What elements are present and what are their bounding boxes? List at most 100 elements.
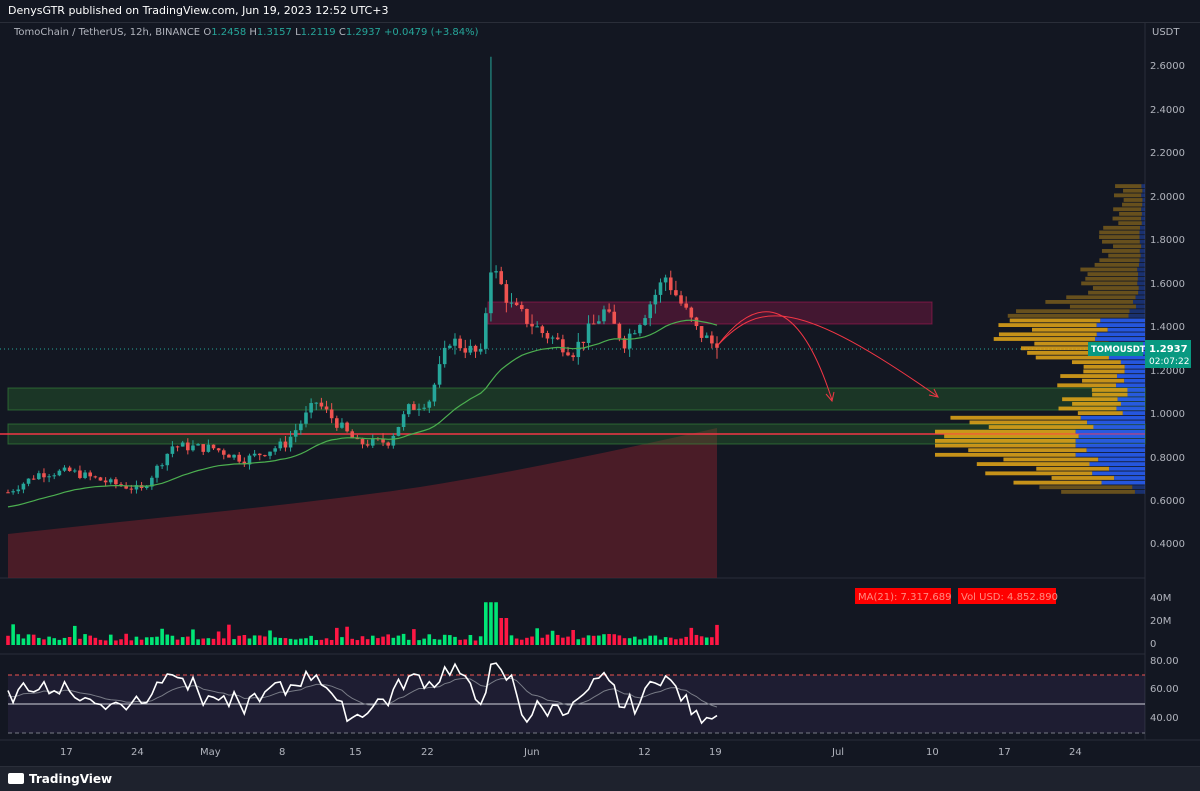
close-value: 1.2937 [345, 27, 381, 38]
volume-bar [391, 637, 396, 645]
volume-profile-bar-value-area [1139, 225, 1145, 230]
volume-bar [160, 628, 164, 645]
volume-profile-bar [1058, 406, 1117, 411]
open-value: 1.2458 [211, 27, 247, 38]
candle-body [47, 476, 51, 478]
volume-bar [648, 635, 653, 645]
candle-body [196, 444, 200, 446]
volume-profile-bar-value-area [1124, 364, 1145, 369]
volume-bar [463, 639, 468, 645]
price-axis[interactable]: 2.6000 2.4000 2.2000 2.0000 1.8000 1.600… [1150, 61, 1185, 550]
change-value: +0.0479 (+3.84%) [384, 27, 479, 38]
volume-bar [653, 635, 658, 645]
vol-usd-label-bg [958, 588, 1056, 604]
candle-body [114, 479, 118, 485]
volume-bar [684, 636, 688, 645]
volume-profile-bar [1062, 397, 1118, 402]
volume-bar [571, 629, 575, 645]
volume-bar [561, 637, 565, 645]
candle-body [360, 438, 365, 445]
volume-bar [694, 634, 699, 645]
volume-profile-bar [1092, 392, 1128, 397]
volume-profile-bar [1087, 272, 1139, 277]
candle-body [612, 311, 617, 324]
bearish-area [8, 428, 717, 578]
bar-countdown: 02:07:22 [1149, 357, 1189, 367]
volume-bar [304, 638, 308, 645]
time-axis[interactable]: 17 24 May 8 15 22 Jun 12 19 Jul 10 17 24 [60, 747, 1082, 758]
price-tick: 1.4000 [1150, 322, 1185, 333]
close-label: C [338, 27, 346, 38]
candle-body [129, 488, 134, 490]
volume-profile-bar-value-area [1139, 239, 1145, 244]
volume-bar [417, 640, 421, 645]
moving-average-line [7, 319, 718, 508]
symbol-title[interactable]: TomoChain / TetherUS, 12h, BINANCE [14, 27, 201, 38]
volume-profile-bar-value-area [1075, 452, 1145, 457]
volume-bar [715, 624, 719, 645]
rsi-tick: 60.00 [1150, 684, 1179, 695]
candle-body [643, 318, 647, 325]
candle-body [663, 277, 668, 283]
volume-profile-bar-value-area [1089, 462, 1145, 466]
volume-bar [237, 635, 241, 645]
volume-profile-bar-value-area [1137, 281, 1145, 286]
volume-profile-bar-value-area [1124, 378, 1145, 383]
volume-profile-bar-value-area [1134, 489, 1145, 494]
candle-body [42, 473, 46, 478]
volume-bar [278, 637, 283, 645]
candle-body [509, 302, 514, 304]
volume-profile-bar [1057, 383, 1117, 388]
candle-body [134, 485, 139, 490]
candle-body [473, 345, 478, 352]
volume-bar [412, 629, 416, 645]
volume-bar [211, 638, 216, 645]
candle-body [550, 337, 555, 339]
volume-profile-bar-value-area [1098, 457, 1145, 462]
volume-profile-bar [1034, 341, 1109, 346]
volume-profile-bar-value-area [1129, 309, 1145, 314]
tradingview-logo[interactable]: TradingView [8, 772, 112, 786]
volume-bar [360, 636, 365, 645]
volume-bar [535, 628, 539, 645]
volume-profile-bar-value-area [1142, 202, 1145, 207]
candle-body [699, 326, 704, 338]
candle-body [201, 444, 206, 452]
candle-body [365, 444, 370, 446]
volume-profile-bar-value-area [1135, 295, 1145, 300]
volume-profile-bar [1099, 258, 1140, 263]
volume-profile-bar-value-area [1137, 276, 1145, 281]
candle-body [396, 426, 401, 436]
volume-bar [458, 639, 462, 645]
volume-profile-bar [1092, 286, 1139, 290]
volume-bar [293, 639, 298, 645]
candle-body [247, 455, 252, 465]
volume-bar [175, 639, 180, 645]
volume-profile-bar [1113, 244, 1142, 249]
volume-profile-bar-value-area [1096, 323, 1145, 327]
price-tick: 2.4000 [1150, 105, 1185, 116]
volume-bar [699, 636, 704, 645]
high-value: 1.3157 [256, 27, 292, 38]
candle-body [689, 307, 694, 318]
volume-profile-bar [1007, 313, 1129, 318]
rsi-line [7, 662, 718, 725]
volume-profile-bar-value-area [1141, 221, 1145, 226]
volume-bar [540, 637, 545, 645]
candle-body [273, 448, 277, 452]
volume-bar [124, 633, 128, 645]
candle-body [150, 477, 154, 487]
volume-bar [144, 637, 149, 645]
volume-profile-bar [1119, 211, 1142, 216]
volume-bar [494, 602, 498, 645]
volume-bar [663, 637, 668, 645]
candle-body [478, 348, 483, 352]
volume-profile-bar [1077, 411, 1123, 416]
volume-bar [31, 634, 36, 645]
volume-bar [586, 635, 591, 645]
volume-profile-bar [1045, 300, 1134, 304]
candle-body [335, 418, 339, 428]
last-price-tag-bg[interactable] [1145, 340, 1191, 368]
volume-bar [299, 638, 303, 645]
